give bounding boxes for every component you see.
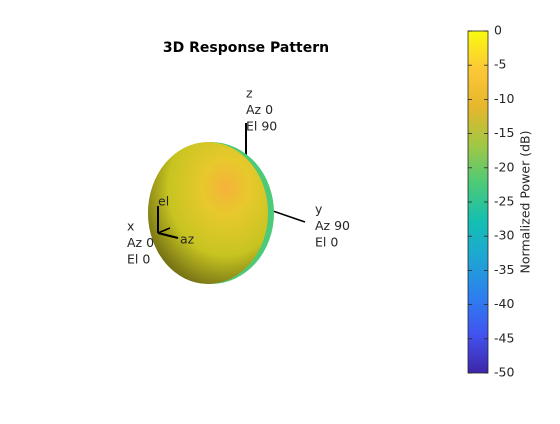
colorbar-tick-label: -50: [494, 365, 514, 380]
colorbar-tick-label: 0: [494, 23, 502, 38]
colorbar-tick-label: -5: [494, 57, 506, 72]
local-axis: [157, 227, 171, 234]
y-axis-line: [269, 209, 306, 223]
colorbar-tick-label: -30: [494, 228, 514, 243]
axis-annotation: El 0: [315, 235, 338, 250]
response-sphere: [148, 142, 268, 284]
axis-annotation: z: [246, 86, 253, 101]
axis-annotation: El 90: [246, 119, 277, 134]
colorbar-tick-label: -35: [494, 262, 514, 277]
colorbar-tick-label: -45: [494, 330, 514, 345]
colorbar-tick-label: -10: [494, 91, 514, 106]
colorbar-tick-label: -40: [494, 296, 514, 311]
axis-annotation: Az 0: [127, 235, 154, 250]
colorbar-tick-label: -20: [494, 159, 514, 174]
local-axis-label: az: [180, 232, 195, 247]
colorbar-tick-label: -15: [494, 125, 514, 140]
axis-annotation: x: [127, 219, 134, 234]
colorbar-label: Normalized Power (dB): [518, 131, 533, 274]
colorbar-tick-label: -25: [494, 194, 514, 209]
axis-annotation: El 0: [127, 252, 150, 267]
chart-title: 3D Response Pattern: [163, 40, 329, 56]
axis-annotation: y: [315, 202, 323, 217]
axis-annotation: Az 0: [246, 102, 273, 117]
az-axis: [157, 232, 179, 239]
local-axis-label: el: [158, 194, 169, 209]
axis-annotation: Az 90: [315, 218, 350, 233]
